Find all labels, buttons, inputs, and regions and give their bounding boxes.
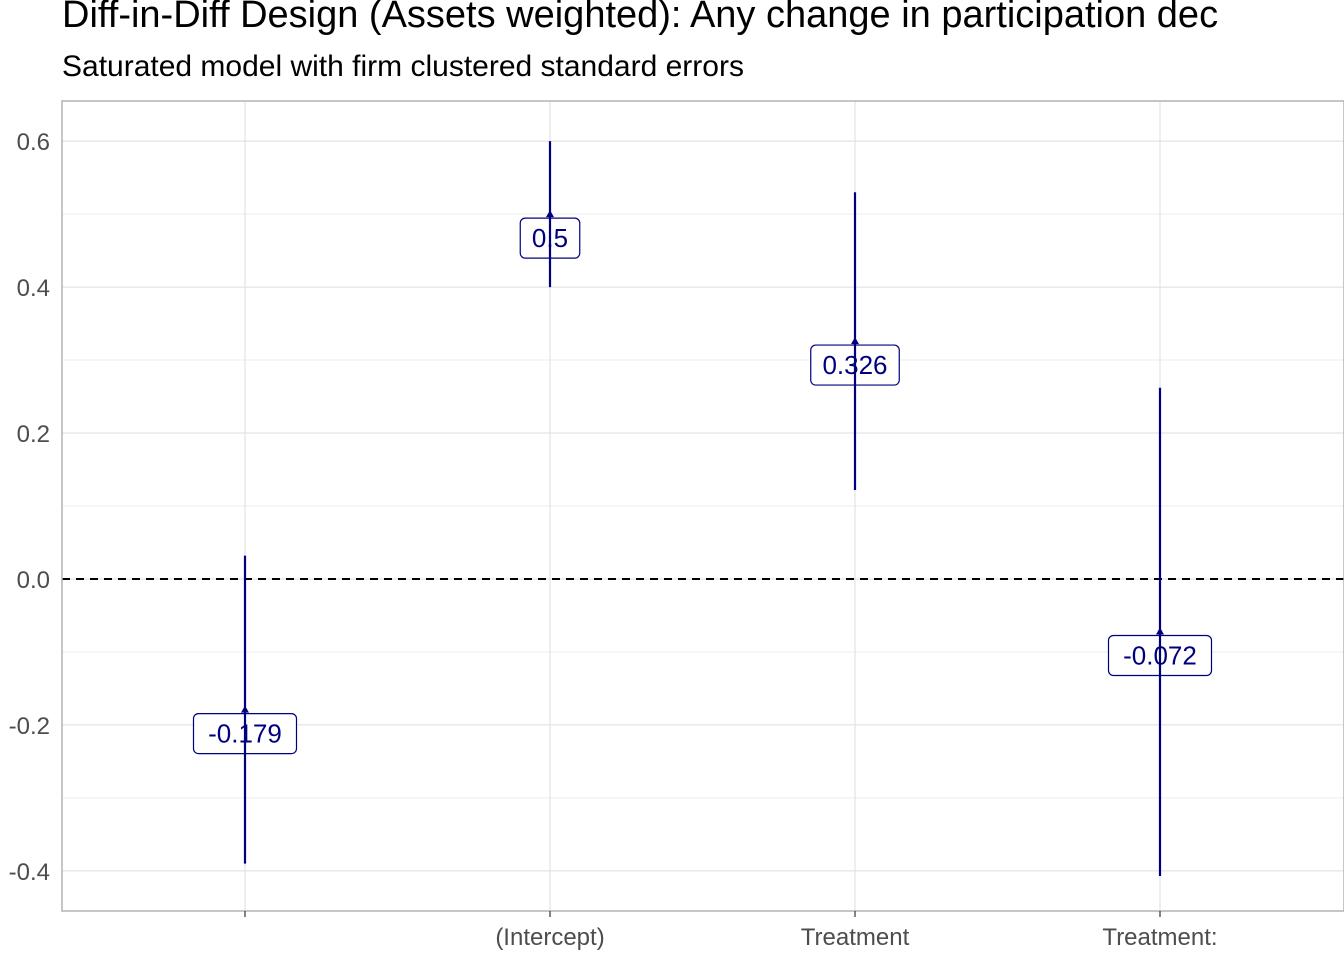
y-tick-label: 0.6 — [17, 129, 50, 156]
chart-subtitle: Saturated model with firm clustered stan… — [62, 50, 744, 83]
estimate-point — [851, 337, 859, 345]
data-label: 0.5 — [532, 223, 568, 253]
y-tick-label: 0.0 — [17, 567, 50, 594]
y-tick-label: -0.2 — [9, 713, 50, 740]
estimate-point — [241, 705, 249, 713]
axis-layer: -0.4 -0.2 0.0 0.2 0.4 0.6 (Intercept) Treatment… — [9, 100, 1344, 951]
y-tick-label: -0.4 — [9, 859, 50, 886]
panel-border — [61, 100, 1344, 912]
data-label: -0.179 — [208, 719, 282, 749]
grid-layer — [62, 101, 1344, 911]
estimate-point — [1156, 627, 1164, 635]
error-bar-layer — [241, 141, 1164, 876]
y-tick-label: 0.4 — [17, 275, 50, 302]
x-tick-label: (Intercept) — [495, 924, 604, 951]
chart-title: Diff-in-Diff Design (Assets weighted): A… — [62, 0, 1219, 36]
data-label-layer: -0.179 0.5 0.326 -0.072 — [192, 217, 1213, 755]
data-label: 0.326 — [822, 350, 887, 380]
estimate-point — [546, 210, 554, 218]
x-tick-label: Treatment: — [1102, 924, 1217, 951]
y-tick-label: 0.2 — [17, 421, 50, 448]
data-label: -0.072 — [1123, 641, 1197, 671]
x-tick-label: Treatment — [801, 924, 910, 951]
